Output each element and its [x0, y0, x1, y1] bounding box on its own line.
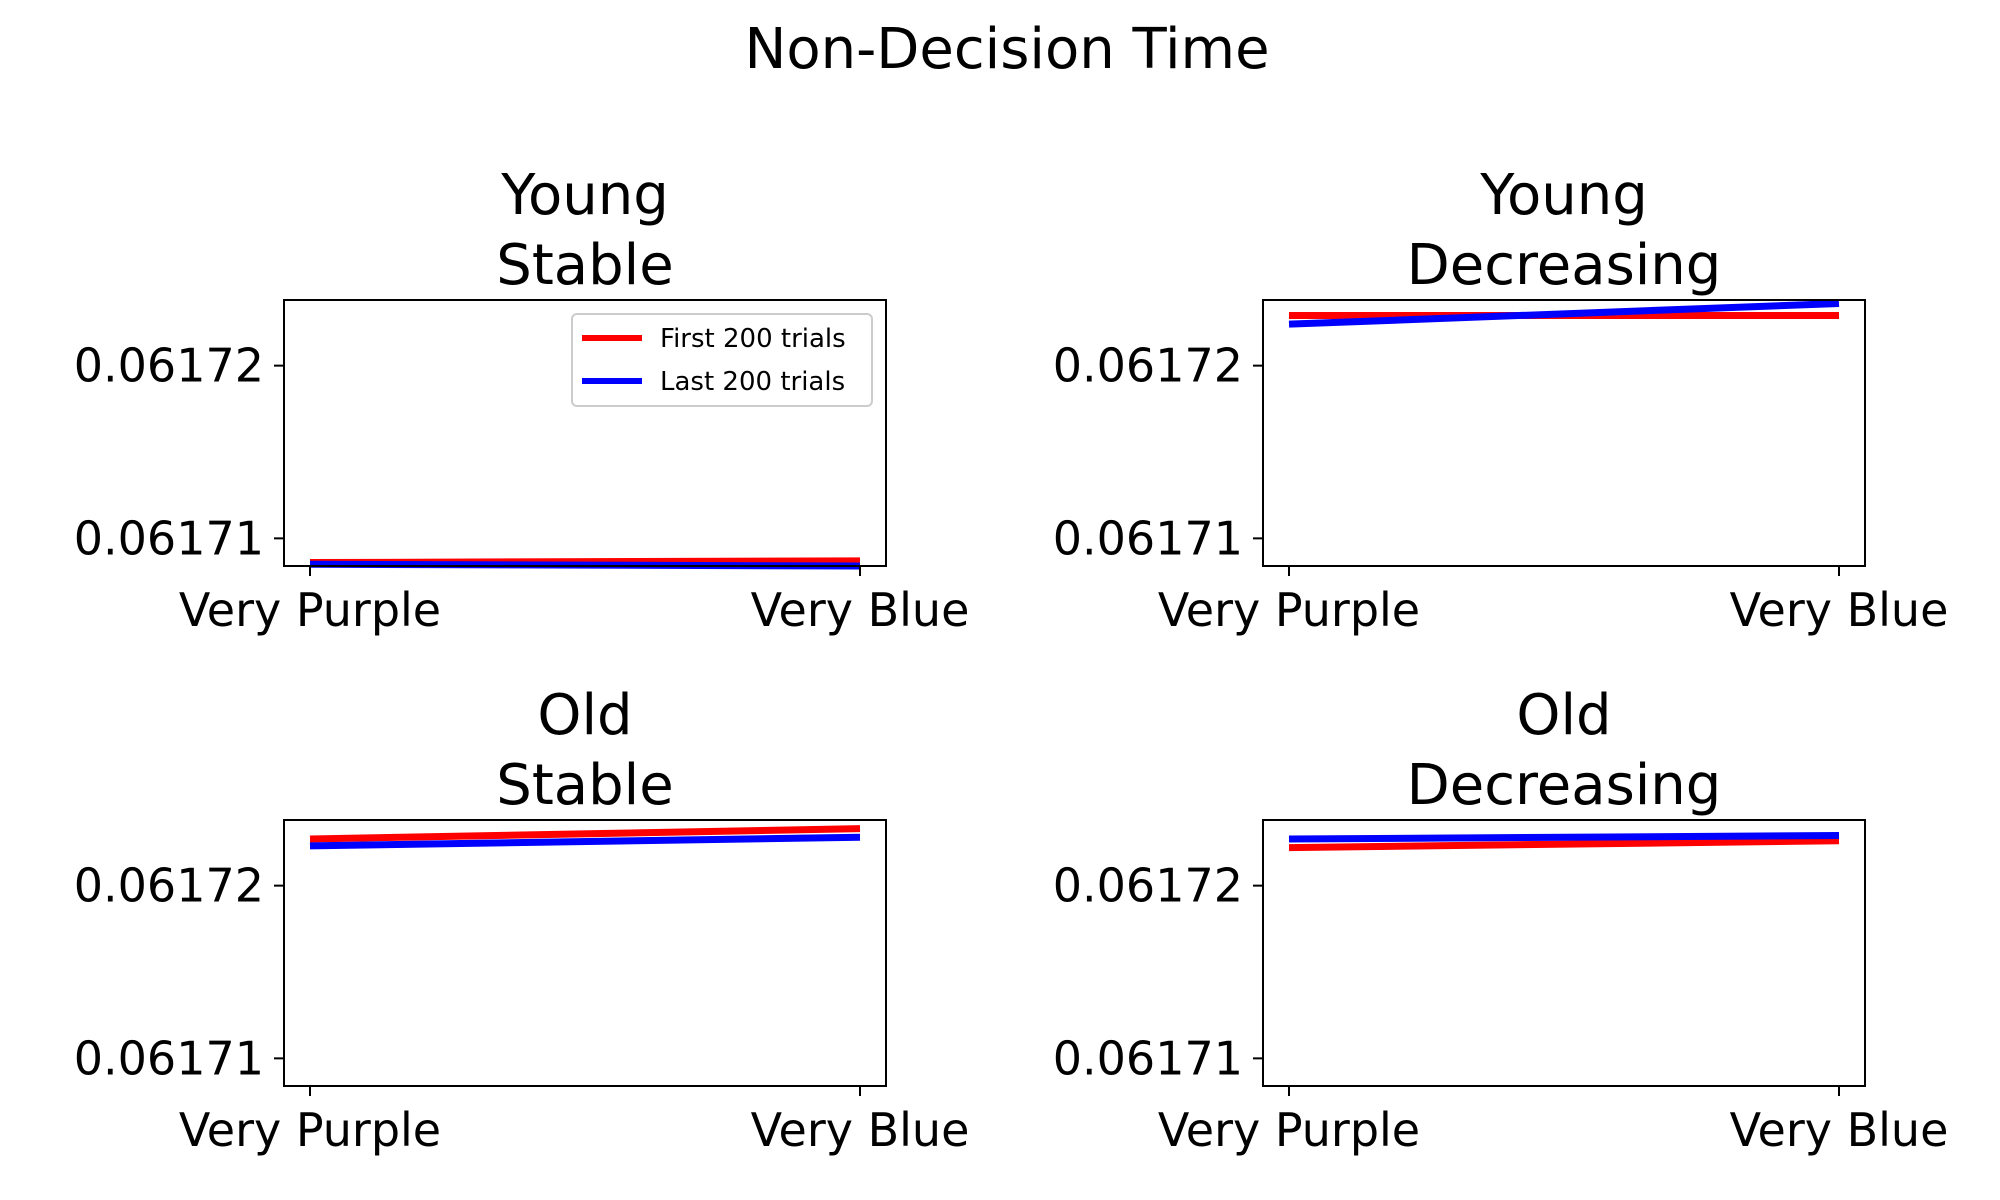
axes-frame — [1262, 819, 1866, 1087]
axes-frame — [283, 299, 887, 567]
y-tick-label: 0.06172 — [1053, 859, 1243, 913]
series-line-first-200-trials — [1288, 837, 1840, 852]
x-tick-label: Very Purple — [1158, 583, 1420, 637]
x-tick-label: Very Purple — [1158, 1103, 1420, 1157]
axes-frame — [283, 819, 887, 1087]
x-tick-label: Very Blue — [1730, 1103, 1949, 1157]
legend-frame — [571, 313, 873, 407]
subplot-title-line: Young — [500, 163, 669, 228]
legend-entry: Last 200 trials — [660, 367, 845, 397]
subplot-title-line: Stable — [496, 233, 673, 298]
series-line-first-200-trials — [309, 825, 861, 843]
legend-entry: First 200 trials — [660, 324, 846, 354]
y-tick-label: 0.06171 — [74, 1031, 264, 1085]
x-tick-label: Very Blue — [751, 1103, 970, 1157]
subplot-title-line: Young — [1479, 163, 1648, 228]
legend: First 200 trials Last 200 trials — [571, 313, 873, 407]
axes-frame — [1262, 299, 1866, 567]
series-line-last-200-trials — [1288, 299, 1840, 328]
subplot-title-line: Old — [1516, 683, 1611, 748]
y-tick-label: 0.06171 — [1053, 511, 1243, 565]
y-tick-label: 0.06171 — [1053, 1031, 1243, 1085]
figure-title: Non-Decision Time — [744, 17, 1269, 82]
y-tick-label: 0.06172 — [74, 859, 264, 913]
x-tick-label: Very Blue — [1730, 583, 1949, 637]
x-tick-label: Very Purple — [179, 1103, 441, 1157]
y-tick-label: 0.06172 — [1053, 339, 1243, 393]
x-tick-label: Very Blue — [751, 583, 970, 637]
series-line-last-200-trials — [309, 833, 861, 850]
subplot-title-line: Stable — [496, 753, 673, 818]
y-tick-label: 0.06172 — [74, 339, 264, 393]
subplot-title-line: Decreasing — [1407, 233, 1722, 298]
series-line-last-200-trials — [1288, 832, 1840, 843]
y-tick-label: 0.06171 — [74, 511, 264, 565]
x-tick-label: Very Purple — [179, 583, 441, 637]
subplot-title-line: Decreasing — [1407, 753, 1722, 818]
subplot-title-line: Old — [537, 683, 632, 748]
